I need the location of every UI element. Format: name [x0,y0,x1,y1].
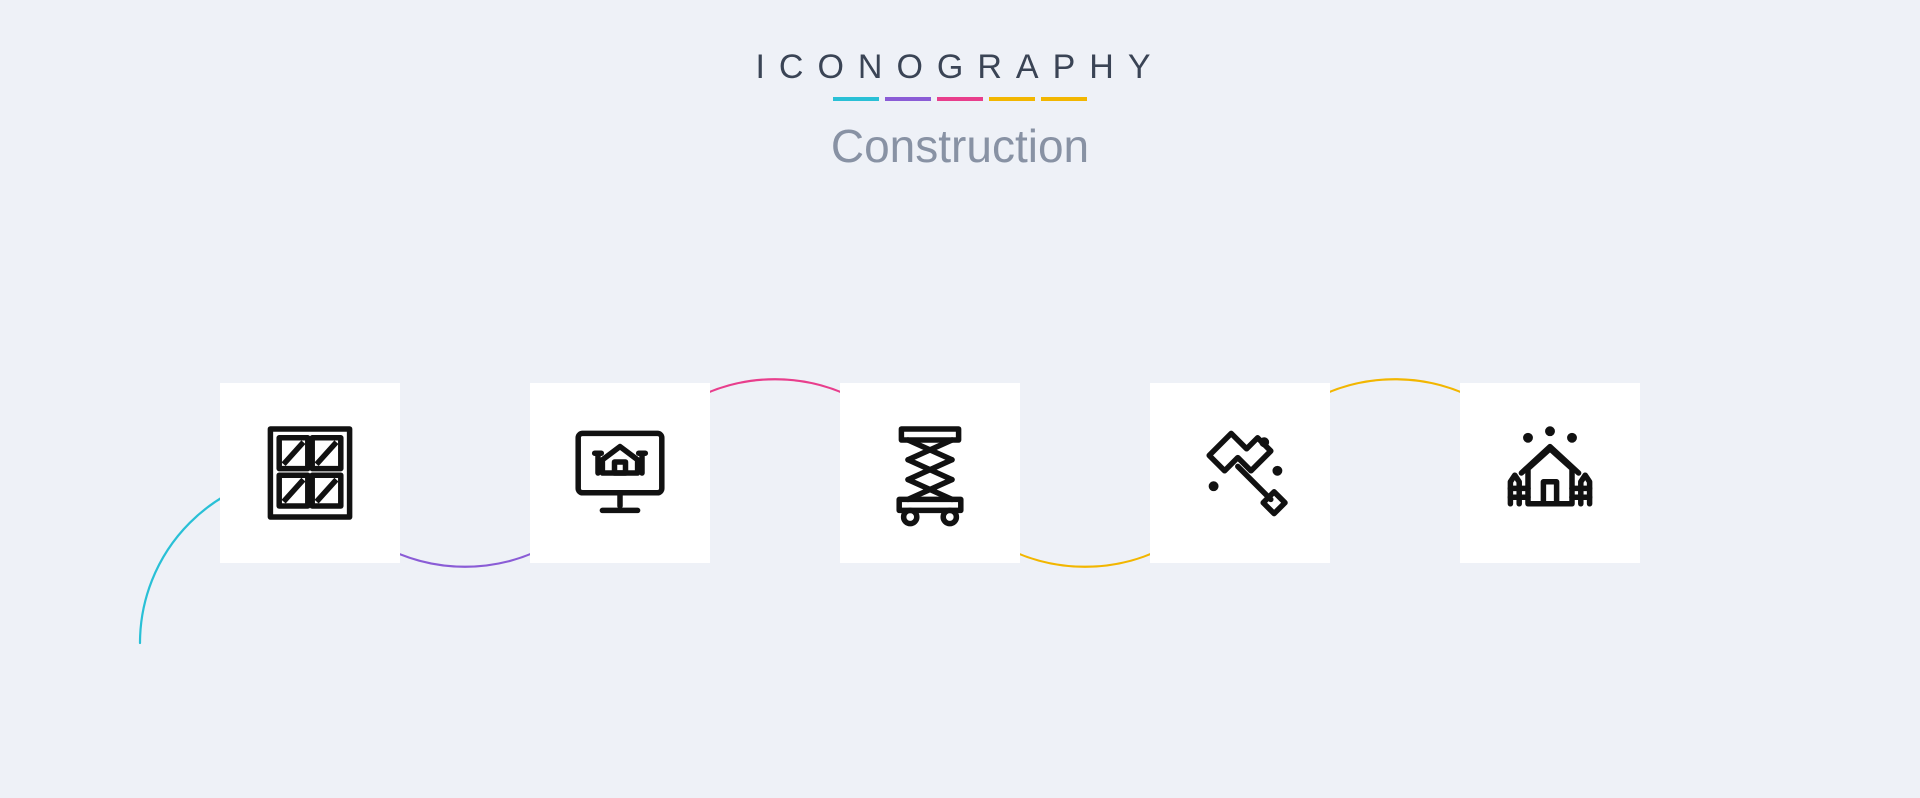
header: ICONOGRAPHY Construction [755,48,1164,173]
house-fence-icon [1495,418,1605,528]
stripe-1 [833,97,879,101]
icon-tile-5 [1460,383,1640,563]
icon-tile-4 [1150,383,1330,563]
icon-tile-3 [840,383,1020,563]
stripe-4 [989,97,1035,101]
icon-tile-1 [220,383,400,563]
icon-tile-2 [530,383,710,563]
brand-title: ICONOGRAPHY [755,48,1164,87]
stripe-3 [937,97,983,101]
stripe-2 [885,97,931,101]
stripe-5 [1041,97,1087,101]
monitor-house-icon [565,418,675,528]
scissor-lift-icon [875,418,985,528]
window-icon [255,418,365,528]
hammer-icon [1185,418,1295,528]
subtitle: Construction [755,119,1164,173]
icon-stage [100,253,1820,693]
brand-stripes [755,97,1164,101]
